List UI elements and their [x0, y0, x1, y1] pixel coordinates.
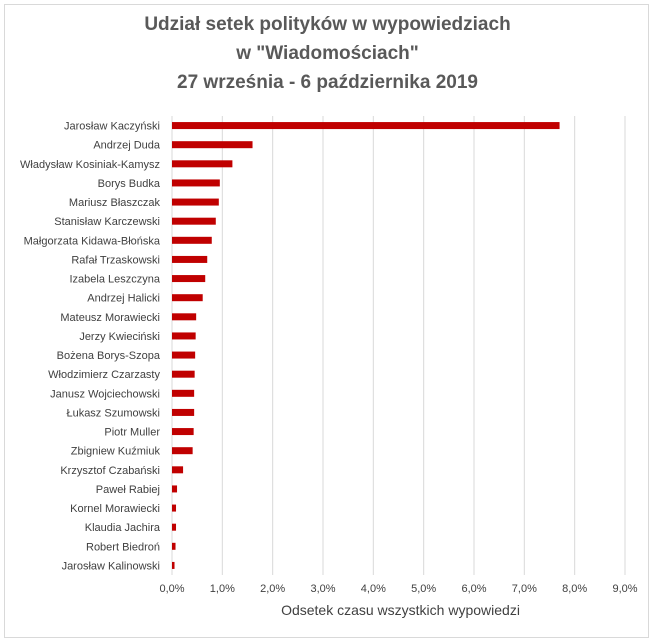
bar: [172, 485, 178, 493]
x-tick-label: 8,0%: [562, 583, 587, 595]
x-tick-label: 5,0%: [411, 583, 436, 595]
x-axis-title: Odsetek czasu wszystkich wypowiedzi: [281, 602, 520, 618]
bar: [172, 332, 196, 340]
x-tick-label: 7,0%: [512, 583, 537, 595]
category-label: Robert Biedroń: [86, 541, 160, 553]
x-tick-label: 3,0%: [310, 583, 335, 595]
category-label: Krzysztof Czabański: [60, 465, 160, 477]
x-tick-label: 2,0%: [260, 583, 285, 595]
x-tick-label: 6,0%: [461, 583, 486, 595]
category-label: Włodzimierz Czarzasty: [48, 369, 160, 381]
category-label: Janusz Wojciechowski: [50, 388, 160, 400]
category-label: Stanisław Karczewski: [54, 216, 160, 228]
bar: [172, 255, 208, 263]
bar: [172, 294, 203, 302]
category-label: Mateusz Morawiecki: [60, 312, 160, 324]
bar: [172, 351, 196, 359]
category-label: Jarosław Kaczyński: [64, 121, 160, 133]
category-label: Władysław Kosiniak-Kamysz: [20, 159, 160, 171]
bar: [172, 408, 195, 416]
bar: [172, 466, 184, 474]
bar: [172, 504, 177, 512]
category-label: Andrzej Duda: [93, 140, 161, 152]
category-label: Rafał Trzaskowski: [71, 254, 160, 266]
chart-title: Udział setek polityków w wypowiedziach w…: [0, 10, 655, 97]
category-labels: Jarosław Kaczyński Andrzej Duda Władysław …: [20, 121, 161, 573]
bar: [172, 523, 177, 531]
category-label: Paweł Rabiej: [96, 484, 160, 496]
bar: [172, 160, 233, 168]
bar: [172, 122, 560, 130]
category-label: Kornel Morawiecki: [70, 503, 160, 515]
category-label: Bożena Borys-Szopa: [57, 350, 161, 362]
chart-title-line-2: w "Wiadomościach": [236, 43, 419, 64]
x-tick-label: 1,0%: [210, 583, 235, 595]
x-tick-label: 0,0%: [159, 583, 184, 595]
bars: [172, 122, 560, 569]
category-label: Jarosław Kalinowski: [62, 560, 160, 572]
bar: [172, 561, 175, 569]
bar: [172, 275, 206, 283]
category-label: Borys Budka: [98, 178, 161, 190]
bar: [172, 313, 197, 321]
category-label: Mariusz Błaszczak: [69, 197, 161, 209]
bar: [172, 389, 195, 397]
x-tick-label: 4,0%: [361, 583, 386, 595]
bar: [172, 179, 220, 187]
bar: [172, 217, 216, 225]
bar: [172, 542, 176, 550]
bar: [172, 447, 193, 455]
category-label: Zbigniew Kuźmiuk: [71, 446, 161, 458]
bar: [172, 141, 253, 149]
bar: [172, 370, 195, 378]
category-label: Jerzy Kwieciński: [79, 331, 160, 343]
chart-title-line-1: Udział setek polityków w wypowiedziach: [144, 14, 511, 35]
x-tick-label: 9,0%: [612, 583, 637, 595]
category-label: Andrzej Halicki: [87, 293, 160, 305]
category-label: Łukasz Szumowski: [66, 407, 160, 419]
chart-title-line-3: 27 września - 6 października 2019: [177, 72, 478, 93]
category-label: Małgorzata Kidawa-Błońska: [24, 235, 161, 247]
gridlines: [171, 116, 626, 575]
bar: [172, 428, 194, 436]
x-tick-labels: 0,0% 1,0% 2,0% 3,0% 4,0% 5,0% 6,0% 7,0% 8,0% 9,0%: [159, 583, 637, 595]
category-label: Klaudia Jachira: [85, 522, 161, 534]
category-label: Izabela Leszczyna: [70, 274, 161, 286]
bar: [172, 236, 212, 244]
chart-frame: [4, 4, 649, 638]
category-label: Piotr Muller: [104, 427, 160, 439]
bar: [172, 198, 219, 206]
